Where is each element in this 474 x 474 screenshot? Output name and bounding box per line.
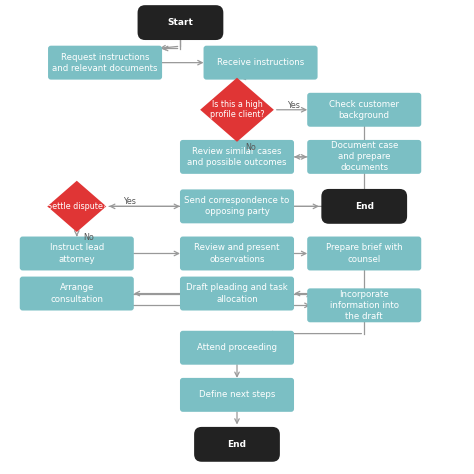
Text: No: No (83, 233, 94, 242)
Text: Is this a high
profile client?: Is this a high profile client? (210, 100, 264, 119)
Text: Review similar cases
and possible outcomes: Review similar cases and possible outcom… (187, 147, 287, 167)
Text: Define next steps: Define next steps (199, 391, 275, 400)
FancyBboxPatch shape (307, 140, 421, 174)
FancyBboxPatch shape (203, 46, 318, 80)
FancyBboxPatch shape (307, 93, 421, 127)
Polygon shape (200, 78, 274, 142)
Text: End: End (355, 202, 374, 211)
Text: Review and present
observations: Review and present observations (194, 244, 280, 264)
Text: Receive instructions: Receive instructions (217, 58, 304, 67)
Text: Document case
and prepare
documents: Document case and prepare documents (330, 141, 398, 173)
FancyBboxPatch shape (180, 277, 294, 310)
FancyBboxPatch shape (180, 190, 294, 223)
Text: No: No (246, 143, 256, 152)
Text: Settle dispute?: Settle dispute? (47, 202, 107, 211)
Text: Incorporate
information into
the draft: Incorporate information into the draft (330, 290, 399, 321)
FancyBboxPatch shape (20, 237, 134, 271)
Text: Yes: Yes (287, 100, 300, 109)
Text: End: End (228, 440, 246, 449)
Text: Send correspondence to
opposing party: Send correspondence to opposing party (184, 196, 290, 217)
Text: Check customer
background: Check customer background (329, 100, 399, 120)
Text: Request instructions
and relevant documents: Request instructions and relevant docume… (52, 53, 158, 73)
FancyBboxPatch shape (321, 189, 407, 224)
FancyBboxPatch shape (180, 237, 294, 271)
Text: Prepare brief with
counsel: Prepare brief with counsel (326, 244, 402, 264)
FancyBboxPatch shape (48, 46, 162, 80)
FancyBboxPatch shape (194, 427, 280, 462)
FancyBboxPatch shape (307, 288, 421, 322)
FancyBboxPatch shape (137, 5, 223, 40)
FancyBboxPatch shape (180, 378, 294, 412)
Text: Instruct lead
attorney: Instruct lead attorney (50, 244, 104, 264)
Text: Start: Start (167, 18, 193, 27)
FancyBboxPatch shape (307, 237, 421, 271)
Text: Attend proceeding: Attend proceeding (197, 343, 277, 352)
Text: Yes: Yes (123, 197, 136, 206)
Text: Arrange
consultation: Arrange consultation (50, 283, 103, 303)
FancyBboxPatch shape (180, 140, 294, 174)
FancyBboxPatch shape (180, 331, 294, 365)
FancyBboxPatch shape (20, 277, 134, 310)
Text: Draft pleading and task
allocation: Draft pleading and task allocation (186, 283, 288, 303)
Polygon shape (47, 181, 106, 232)
